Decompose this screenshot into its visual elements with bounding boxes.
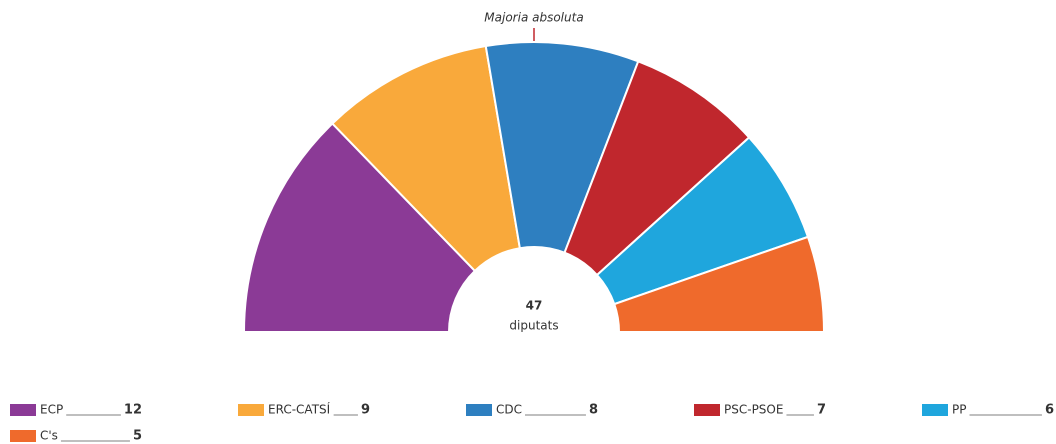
legend-swatch: [922, 404, 948, 416]
annotation: Majoria absoluta: [484, 11, 583, 25]
seat-slice: [484, 41, 640, 254]
legend-swatch: [10, 404, 36, 416]
legend-swatch: [466, 404, 492, 416]
legend-value: 6: [1045, 403, 1054, 418]
legend-value: 8: [589, 403, 598, 418]
legend-value: 12: [124, 403, 142, 418]
legend-label: ERC-CATSÍ: [268, 402, 331, 417]
seat-slice: [613, 235, 826, 333]
legend-label: C's: [40, 429, 58, 443]
legend-label: ECP: [40, 403, 63, 417]
legend-value: 7: [817, 403, 826, 418]
legend-swatch: [238, 404, 264, 416]
legend-value: 9: [361, 403, 370, 418]
seat-slice: [330, 44, 522, 273]
total: 47: [526, 299, 543, 313]
seat-slice: [242, 122, 477, 333]
legend-label: PP: [952, 403, 966, 417]
total-label: diputats: [509, 319, 558, 333]
legend-value: 5: [133, 429, 142, 444]
legend-swatch: [694, 404, 720, 416]
legend-swatch: [10, 430, 36, 442]
legend-label: CDC: [496, 403, 522, 417]
legend-label: PSC-PSOE: [724, 403, 783, 417]
